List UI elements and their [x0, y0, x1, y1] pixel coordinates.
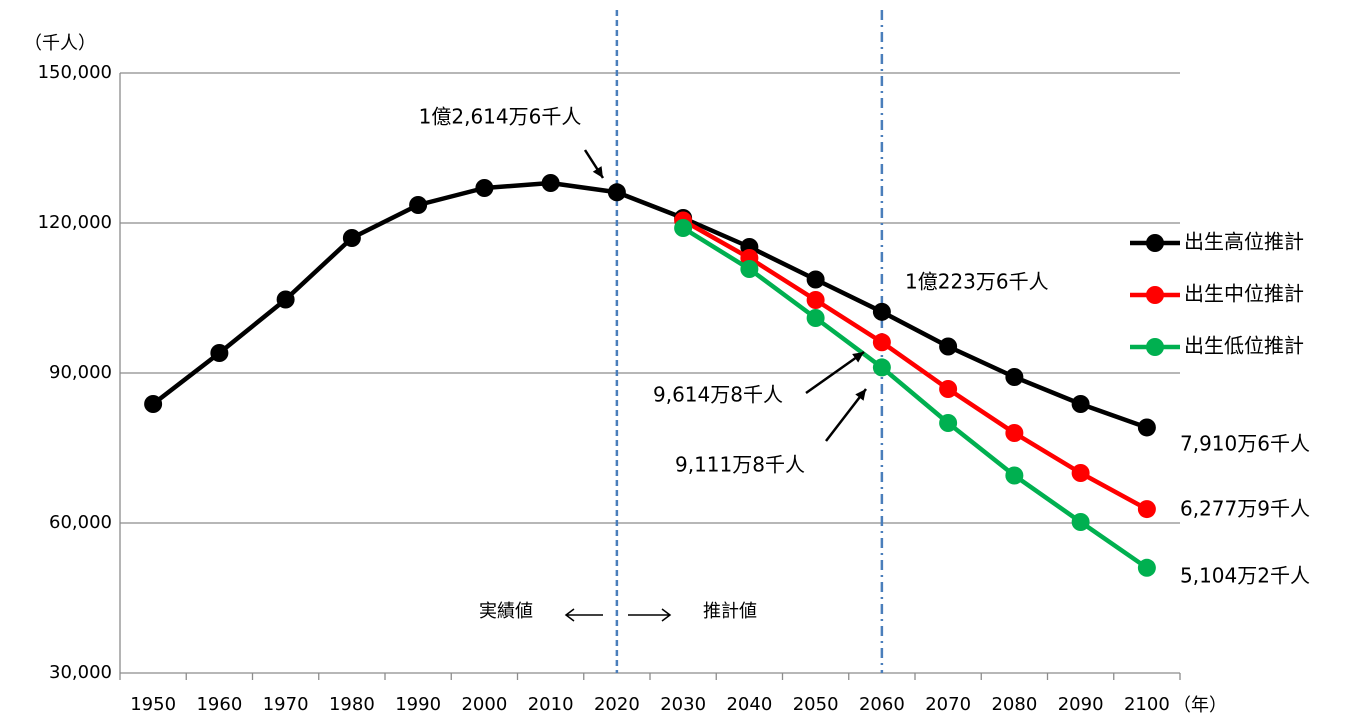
data-point: [1071, 464, 1090, 482]
annotation: 実績値: [479, 601, 533, 622]
x-tick-label: 2030: [660, 694, 706, 715]
x-tick-label: 2040: [726, 694, 772, 715]
data-point: [1071, 395, 1090, 413]
x-tick-label: 2010: [528, 694, 574, 715]
series-line: [682, 218, 1148, 512]
label-arrowhead: [855, 389, 866, 401]
x-tick-label: 2070: [925, 694, 971, 715]
data-point: [607, 183, 626, 202]
x-tick-label: 1970: [263, 694, 309, 715]
x-tick-label: 1980: [329, 694, 375, 715]
data-point: [1137, 418, 1156, 437]
x-tick-label: 1990: [395, 694, 441, 715]
data-point: [806, 291, 825, 309]
data-point: [342, 229, 361, 247]
y-tick-label: 30,000: [49, 662, 112, 683]
x-tick-label: 2020: [594, 694, 640, 715]
data-point: [1071, 513, 1090, 531]
y-tick-label: 90,000: [49, 362, 112, 383]
x-tick-label: 1950: [130, 694, 176, 715]
data-point: [1005, 368, 1024, 386]
legend-label: 出生低位推計: [1184, 334, 1304, 358]
data-point: [674, 219, 693, 237]
x-tick-label: 1960: [196, 694, 242, 715]
y-axis-unit: （千人）: [24, 33, 96, 54]
label-arrowhead: [852, 352, 864, 363]
x-tick-label: 2090: [1058, 694, 1104, 715]
x-tick-label: 2080: [991, 694, 1037, 715]
data-point: [740, 260, 759, 278]
value-label: 5,104万2千人: [1180, 564, 1310, 588]
data-point: [872, 333, 891, 352]
y-tick-label: 120,000: [38, 212, 112, 233]
data-point: [276, 290, 295, 309]
value-label: 6,277万9千人: [1180, 497, 1310, 521]
data-point: [939, 414, 958, 432]
series-line: [151, 180, 1148, 430]
data-point: [541, 174, 560, 192]
x-tick-label: 2100: [1124, 694, 1170, 715]
value-label: 1億223万6千人: [905, 270, 1049, 294]
y-tick-label: 60,000: [49, 512, 112, 533]
x-tick-label: 2000: [461, 694, 507, 715]
data-point: [1005, 424, 1024, 442]
value-label: 1億2,614万6千人: [419, 105, 582, 129]
label-arrowhead: [592, 166, 603, 178]
data-point: [144, 395, 163, 413]
annotation: 推計値: [703, 601, 757, 622]
x-axis-unit: （年）: [1173, 695, 1227, 716]
legend-marker: [1146, 338, 1164, 356]
label-arrow: [825, 388, 867, 442]
data-point: [409, 196, 428, 214]
value-label: 9,111万8千人: [675, 453, 805, 477]
y-tick-label: 150,000: [38, 62, 112, 83]
data-point: [939, 337, 958, 356]
arrow-right: [628, 608, 672, 622]
x-tick-label: 2050: [793, 694, 839, 715]
annotation-arrows: [564, 608, 672, 622]
data-point: [806, 270, 825, 289]
data-point: [806, 309, 825, 327]
data-point: [1137, 500, 1156, 519]
arrow-left: [564, 608, 603, 622]
data-point: [872, 302, 891, 321]
data-point: [1005, 466, 1024, 485]
legend-label: 出生高位推計: [1184, 230, 1304, 254]
label-arrow: [805, 350, 865, 395]
series-line: [681, 226, 1149, 570]
value-label: 9,614万8千人: [653, 383, 783, 407]
data-point: [872, 358, 891, 377]
x-tick-label: 2060: [859, 694, 905, 715]
data-point: [475, 179, 494, 197]
value-label: 7,910万6千人: [1180, 432, 1310, 456]
data-point: [1137, 558, 1156, 577]
legend-marker: [1146, 286, 1164, 304]
legend-label: 出生中位推計: [1184, 282, 1304, 306]
data-point: [939, 380, 958, 398]
legend-marker: [1146, 234, 1164, 252]
data-point: [210, 344, 229, 362]
